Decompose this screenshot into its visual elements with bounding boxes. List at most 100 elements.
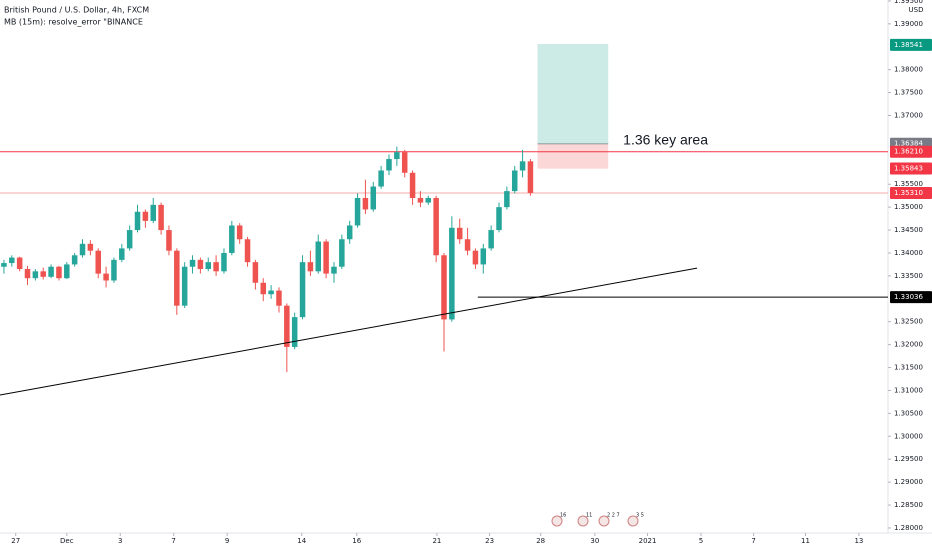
y-tick-label: 1.35500 [894,180,923,188]
candle-body [504,191,510,208]
event-label: 3 5 [636,513,644,519]
candle-body [142,211,149,221]
x-tick-label: 13 [854,537,863,545]
candle-body [126,230,133,249]
candle-body [103,273,109,281]
candle-body [1,263,7,267]
candle-body [449,227,455,320]
candle-body [268,290,274,295]
y-tick-label: 1.37000 [894,111,923,119]
price-badge-label: 1.35843 [894,165,923,173]
y-tick-label: 1.34500 [894,226,923,234]
y-tick-label: 1.33500 [894,272,923,280]
event-label: 16 [560,513,566,519]
candle-body [417,197,424,203]
candle-body [181,266,188,306]
candle-body [197,259,204,270]
candle-body [16,257,23,270]
y-tick-label: 1.32500 [894,318,923,326]
price-badge-label: 1.36210 [894,148,923,156]
y-tick-label: 1.35000 [894,203,923,211]
candle-body [346,225,353,240]
x-tick-label: 30 [590,537,599,545]
profit-zone [537,43,609,144]
candle-body [519,161,526,171]
price-badge-label: 1.38541 [894,41,923,49]
candle-body [95,250,101,274]
candle-body [480,248,487,265]
candle-body [401,152,408,173]
y-tick-label: 1.37500 [894,89,923,97]
candle-body [64,264,70,279]
price-badge-label: 1.35310 [894,189,923,197]
candle-body [244,239,251,263]
x-tick-label: 21 [432,537,441,545]
y-tick-label: 1.30000 [894,432,923,440]
candle-body [24,269,31,279]
candle-body [386,159,392,171]
y-tick-label: 1.31500 [894,364,923,372]
y-tick-label: 1.34000 [894,249,923,257]
candle-body [56,266,62,279]
candle-body [378,170,384,187]
y-tick-label: 1.38000 [894,66,923,74]
candle-body [511,170,518,192]
x-tick-label: 27 [11,537,20,545]
candle-body [527,161,534,193]
candle-body [276,290,282,306]
y-tick-label: 1.28000 [894,524,923,532]
event-icon [551,515,563,527]
candle-body [213,262,219,272]
candle-body [354,197,361,226]
trend-line [0,267,698,396]
annotation: 1.36 key area [623,131,708,147]
y-tick-label: 1.30500 [894,409,923,417]
event-icon [627,515,639,527]
x-tick-label: 7 [751,537,755,545]
candle-body [284,305,290,347]
x-tick-label: 14 [297,537,306,545]
candle-body [189,259,196,267]
price-badge [890,186,932,199]
price-badge [890,162,932,175]
candle-body [221,252,227,272]
candle-body [32,271,39,279]
candle-body [150,204,156,221]
candle-body [323,241,329,274]
price-badge-label: 1.33036 [894,293,923,301]
candle-body [331,266,337,274]
candle-body [488,230,494,249]
candle-body [229,225,235,253]
event-icon [577,515,589,527]
candle-body [409,172,416,198]
candle-body [370,186,377,210]
candle-body [315,241,322,272]
x-tick-label: 3 [118,537,122,545]
event-icon [598,515,610,527]
price-badge-label: 1.36384 [894,140,923,148]
x-tick-label: 28 [536,537,545,545]
y-tick-label: 1.39000 [894,20,923,28]
candle-body [174,250,180,306]
candle-body [441,255,447,320]
plot [0,43,888,396]
candle-body [362,197,369,210]
y-tick-label: 1.28500 [894,501,923,509]
candle-body [464,239,471,251]
event-label: 11 [586,513,592,519]
candle-body [339,239,345,267]
x-tick-label: Dec [60,537,74,545]
x-tick-label: 7 [171,537,175,545]
price-badge [890,145,932,158]
candle-body [87,243,94,251]
y-tick-label: 1.32000 [894,341,923,349]
candle-body [9,257,15,264]
candle-body [79,243,86,256]
event-label: 2 2 7 [607,513,620,519]
candle-body [472,250,479,265]
indicator-label: MB (15m): resolve_error "BINANCE [4,18,143,27]
y-tick-label: 1.31000 [894,386,923,394]
candle-body [252,262,259,283]
candle-body [425,197,432,203]
